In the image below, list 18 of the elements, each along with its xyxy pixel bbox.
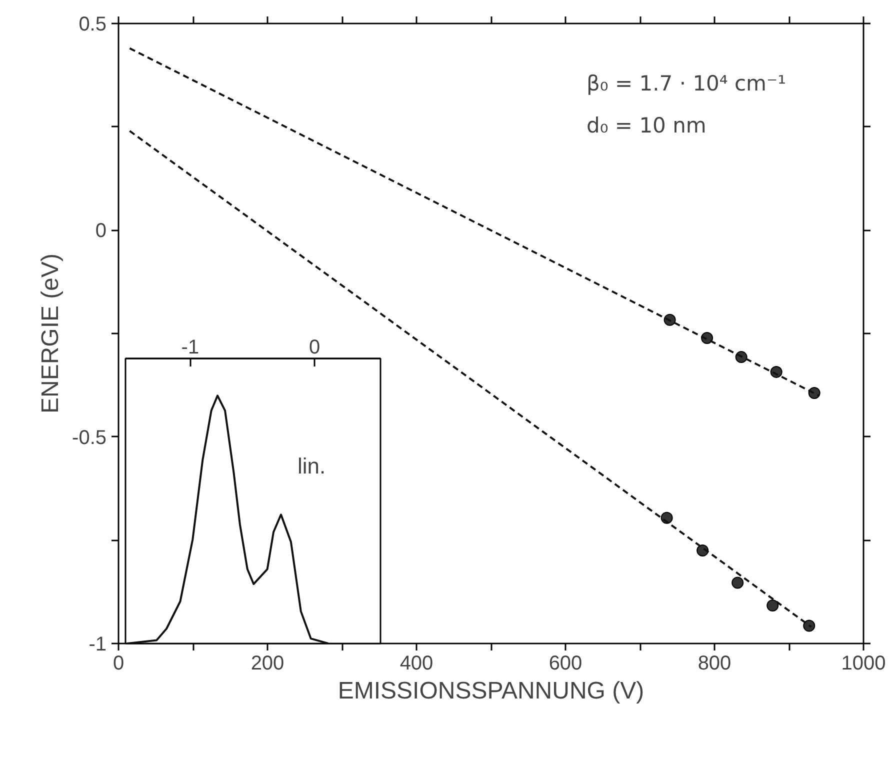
annotation: lin.	[298, 454, 326, 478]
y-axis-title: ENERGIE (eV)	[37, 253, 64, 414]
x-axis-title: EMISSIONSSPANNUNG (V)	[338, 678, 644, 704]
x-tick-label: 0	[112, 652, 124, 674]
point	[803, 620, 816, 632]
x-tick-label: 600	[548, 652, 582, 674]
point	[766, 599, 779, 612]
x-tick-label: 200	[250, 652, 284, 674]
point	[732, 576, 744, 589]
annotation: d₀ = 10 nm	[586, 114, 706, 138]
x-tick-label: 400	[400, 652, 434, 674]
y-tick-label: -1	[88, 634, 107, 656]
x-tick-label: 800	[698, 652, 732, 674]
y-tick-label: 0	[95, 220, 106, 242]
annotation: β₀ = 1.7 · 10⁴ cm⁻¹	[586, 72, 786, 96]
y-tick-label: -0.5	[72, 426, 107, 449]
y-tick-label: 0.5	[78, 14, 107, 36]
x-tick-label: 1000	[841, 652, 886, 674]
